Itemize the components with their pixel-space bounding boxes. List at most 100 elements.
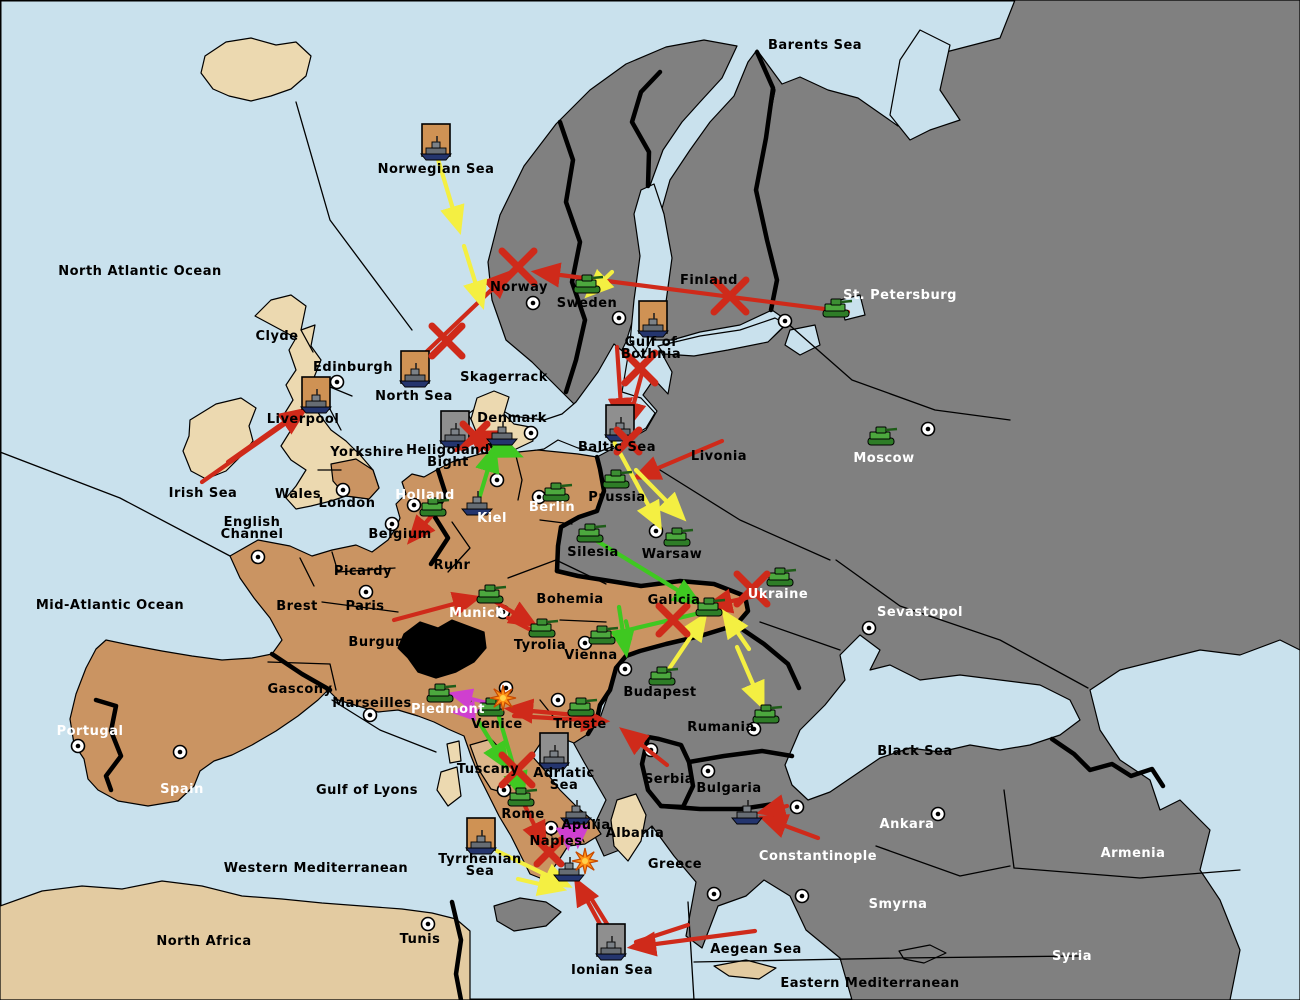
province-border [507, 559, 607, 585]
label-serbia: Serbia [644, 772, 694, 787]
supply-center-dot-tunis [420, 916, 436, 932]
label-aegean-sea: Aegean Sea [710, 942, 802, 957]
fleet-heligoland-bight [439, 410, 471, 448]
label-spain: Spain [160, 782, 204, 797]
label-munich: Munich [449, 606, 505, 621]
province-border [300, 329, 314, 353]
fleet-adriatic-sea [538, 732, 570, 770]
fleet-kiel [461, 491, 493, 516]
label-galicia: Galicia [648, 593, 701, 608]
label-venice: Venice [471, 717, 522, 732]
label-constantinople: Constantinople [759, 849, 877, 864]
label-holland: Holland [395, 488, 455, 503]
order-arrow-red-21 [758, 814, 821, 841]
label-moscow: Moscow [853, 451, 914, 466]
supply-center-dot-edinburgh [329, 374, 345, 390]
army-trieste [567, 697, 598, 717]
label-barents-sea: Barents Sea [768, 38, 862, 53]
province-border [299, 557, 315, 587]
standoff-x-mark [533, 836, 565, 868]
label-gulf-of-lyons: Gulf of Lyons [316, 783, 418, 798]
fleet-norwegian-sea [420, 123, 452, 161]
province-border [693, 955, 1081, 963]
label-tyrolia: Tyrolia [514, 638, 566, 653]
units-layer [300, 123, 898, 961]
order-arrow-red-9 [391, 591, 483, 623]
order-arrow-red-8 [406, 510, 437, 545]
supply-center-dot-bulgaria [700, 763, 716, 779]
order-arrow-green-33 [475, 442, 500, 502]
order-arrow-red-15 [511, 707, 611, 733]
label-belgium: Belgium [368, 527, 431, 542]
label-ruhr: Ruhr [434, 558, 471, 573]
standoff-x-mark [710, 276, 750, 316]
fleet-liverpool [300, 376, 332, 414]
province-labels-layer: Barents Sea North Atlantic Ocean Norwegian… [36, 38, 1165, 991]
supply-center-dot-st-petersburg [777, 313, 793, 329]
supply-center-dot-naples [543, 820, 559, 836]
order-arrow-red-22 [755, 794, 790, 819]
thick-border [733, 622, 802, 691]
order-arrows-layer [199, 153, 851, 957]
fleet-gulf-of-bothnia [637, 300, 669, 338]
label-baltic-sea: Baltic Sea [578, 440, 656, 455]
label-budapest: Budapest [623, 685, 696, 700]
label-warsaw: Warsaw [642, 547, 703, 562]
switzerland-impassable [397, 619, 487, 679]
supply-center-dot-smyrna [794, 888, 810, 904]
label-mid-atlantic-ocean: Mid-Atlantic Ocean [36, 598, 184, 613]
order-arrow-magenta-43 [568, 821, 590, 850]
label-norwegian-sea: Norwegian Sea [378, 162, 495, 177]
dislodged-burst-mark [571, 847, 599, 875]
label-syria: Syria [1052, 949, 1092, 964]
army-budapest [648, 666, 679, 686]
label-trieste: Trieste [553, 717, 606, 732]
label-tyrrhenian-sea: Tyrrhenian Sea [438, 852, 521, 879]
supply-center-dot-brest [250, 549, 266, 565]
province-border [835, 559, 1089, 689]
label-irish-sea: Irish Sea [169, 486, 238, 501]
order-arrow-red-11 [505, 615, 532, 632]
standoff-x-mark [621, 349, 659, 387]
label-picardy: Picardy [334, 564, 392, 579]
thick-border [639, 734, 696, 810]
label-skagerrack: Skagerrack [460, 370, 548, 385]
army-sweden [573, 274, 604, 294]
label-ukraine: Ukraine [748, 587, 808, 602]
order-arrow-red-3 [225, 411, 299, 465]
thick-border [1049, 736, 1166, 789]
order-arrow-green-36 [625, 609, 707, 633]
province-border [687, 901, 695, 1000]
label-wales: Wales [275, 487, 321, 502]
supply-center-dot-portugal [70, 738, 86, 754]
supply-center-dot-denmark [523, 425, 539, 441]
standoff-x-mark [655, 602, 691, 638]
standoff-x-mark [613, 426, 643, 456]
standoff-x-mark [733, 570, 771, 608]
order-arrow-yellow-28 [666, 611, 708, 672]
army-vienna [588, 625, 619, 645]
label-st-petersburg: St. Petersburg [843, 288, 957, 303]
province-border [447, 521, 471, 573]
army-munich [476, 584, 507, 604]
province-border [321, 601, 399, 613]
province-border [1003, 789, 1015, 869]
label-liverpool: Liverpool [267, 412, 340, 427]
supply-center-dot-sweden [611, 310, 627, 326]
province-border [331, 551, 396, 573]
province-border [659, 469, 831, 561]
label-gulf-of-bothnia: Gulf of Bothnia [621, 335, 681, 362]
thick-border [629, 69, 663, 189]
order-arrow-yellow-24 [461, 243, 488, 311]
label-berlin: Berlin [529, 500, 575, 515]
label-portugal: Portugal [57, 724, 124, 739]
army-warsaw [663, 527, 694, 547]
province-border [267, 661, 337, 691]
fleet-apulia [560, 800, 592, 825]
order-arrow-red-20 [633, 922, 691, 945]
supply-center-dot-marseilles [362, 707, 378, 723]
order-arrow-red-6 [631, 438, 725, 480]
label-sweden: Sweden [557, 296, 618, 311]
